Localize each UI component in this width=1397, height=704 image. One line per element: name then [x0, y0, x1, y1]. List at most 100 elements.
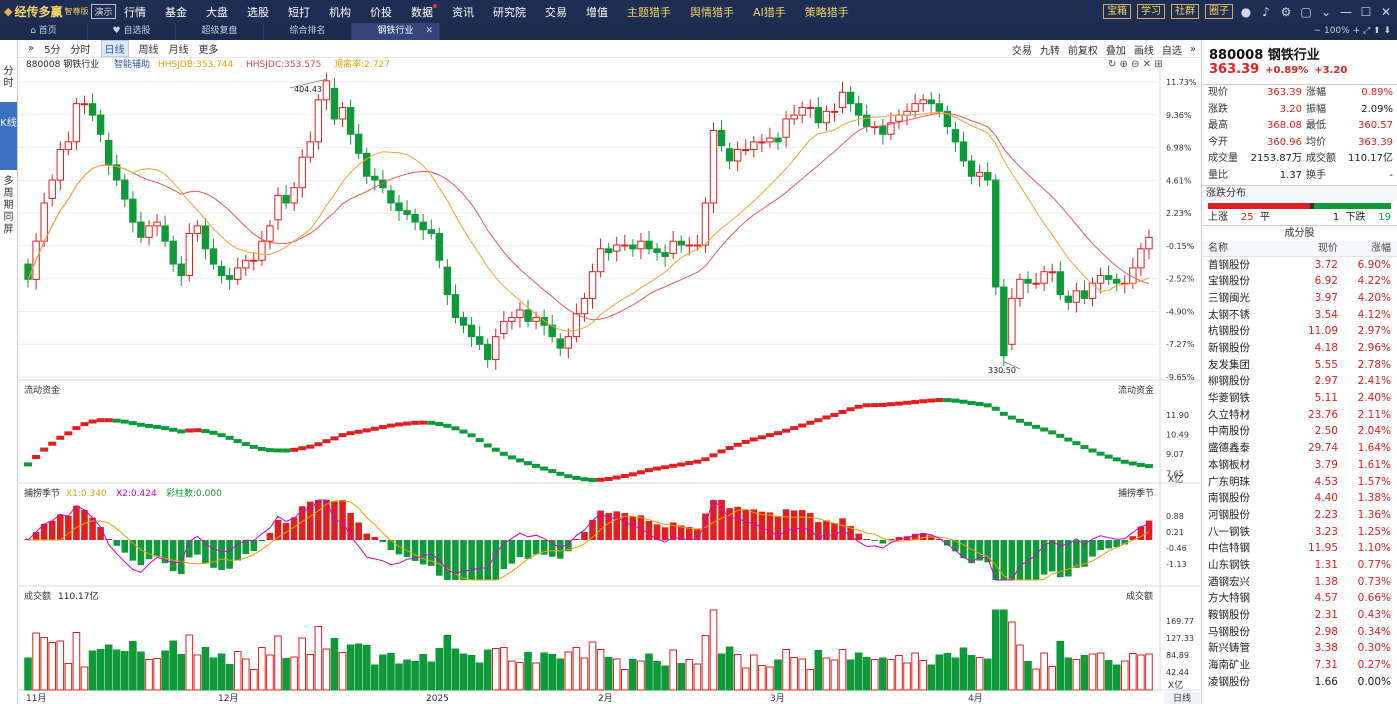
constituent-row[interactable]: 本钢板材 3.79 1.61% [1202, 457, 1397, 474]
period-5min[interactable]: 5分 [44, 45, 61, 56]
zoom-control[interactable]: − 100% + ⤢ ⬆ ⬇ [1313, 26, 1391, 36]
overlay-dropdown[interactable]: 叠加 [1105, 45, 1126, 57]
constituent-row[interactable]: 方大特钢 4.57 0.66% [1202, 590, 1397, 607]
menu-item-dapan[interactable]: 大盘 [206, 5, 228, 19]
menu-item-jijin[interactable]: 基金 [165, 5, 187, 19]
user-icon[interactable]: ● [1240, 4, 1252, 19]
menu-item-xuangu[interactable]: 选股 [247, 5, 269, 19]
collapse-panel-icon[interactable]: » [1189, 43, 1196, 55]
tab-watchlist[interactable]: ♥ 自选股 [88, 23, 176, 40]
constituent-row[interactable]: 中信特钢 11.95 1.10% [1202, 540, 1397, 557]
constituent-row[interactable]: 柳钢股份 2.97 2.41% [1202, 373, 1397, 390]
constituent-row[interactable]: 河钢股份 2.23 1.36% [1202, 507, 1397, 524]
constituent-row[interactable]: 华菱钢铁 5.11 2.40% [1202, 390, 1397, 407]
app-logo[interactable]: ◆ 经传多赢 智尊版 演示 [0, 3, 124, 20]
candle-body [854, 103, 863, 116]
candle-body [1145, 236, 1153, 250]
jiuzhuan-button[interactable]: 九转 [1039, 45, 1060, 57]
chart-tools-icons[interactable]: ↻ ⊕ ⊖ ✕ ⊞ [1108, 59, 1163, 70]
liquidity-step [459, 429, 468, 434]
view-kline[interactable]: K线 [0, 102, 17, 170]
stock-name: 华菱钢铁 [1208, 392, 1250, 405]
expand-icon[interactable]: » [28, 43, 35, 54]
menu-item-duanda[interactable]: 短打 [288, 5, 310, 19]
menu-item-zengzhi[interactable]: 增值 [586, 5, 608, 19]
tab-home[interactable]: ⌂ 首页 [0, 23, 88, 40]
settings-gear-icon[interactable]: ⚙ [1280, 4, 1292, 19]
menu-item-strategy-hunter[interactable]: 策略猎手 [804, 5, 849, 19]
adjust-dropdown[interactable]: 前复权 [1067, 45, 1098, 57]
menu-item-zixun[interactable]: 资讯 [452, 5, 474, 19]
learn-button[interactable]: 学习 [1137, 4, 1165, 19]
constituent-row[interactable]: 八一钢铁 3.23 1.25% [1202, 524, 1397, 541]
col-change[interactable]: 涨幅 [1371, 242, 1391, 254]
menu-item-theme-hunter[interactable]: 主题猎手 [627, 5, 671, 19]
sub3-right-title: 成交额 [1126, 590, 1153, 602]
add-watchlist-button[interactable]: 自选 [1161, 45, 1182, 57]
constituent-row[interactable]: 首钢股份 3.72 6.90% [1202, 257, 1397, 274]
close-icon[interactable]: ✕ [1380, 4, 1392, 19]
menu-item-jiatou[interactable]: 价投 [370, 5, 392, 19]
menu-item-ai-hunter[interactable]: AI猎手 [753, 5, 786, 19]
bell-icon[interactable]: ♪ [1262, 4, 1270, 19]
price-axis-label: 9.36% [1166, 111, 1192, 120]
heart-icon: ♥ [112, 26, 124, 36]
maximize-icon[interactable]: ☐ [1360, 4, 1372, 19]
col-name[interactable]: 名称 [1208, 242, 1228, 254]
constituent-row[interactable]: 新兴铸管 3.38 0.30% [1202, 640, 1397, 657]
smart-assist-toggle[interactable]: 智能辅助 [114, 58, 150, 70]
col-price[interactable]: 现价 [1318, 242, 1338, 254]
tab-steel-industry[interactable]: 钢铁行业 ✕ [352, 23, 440, 40]
constituent-row[interactable]: 海南矿业 7.31 0.27% [1202, 657, 1397, 674]
constituent-row[interactable]: 友发集团 5.55 2.78% [1202, 357, 1397, 374]
constituent-row[interactable]: 南钢股份 4.40 1.38% [1202, 490, 1397, 507]
menu-item-jigou[interactable]: 机构 [329, 5, 351, 19]
constituent-row[interactable]: 山东钢铁 1.31 0.77% [1202, 557, 1397, 574]
minimize-icon[interactable]: — [1340, 4, 1352, 19]
constituent-row[interactable]: 鞍钢股份 2.31 0.43% [1202, 607, 1397, 624]
menu-item-jiaoyi[interactable]: 交易 [545, 5, 567, 19]
trade-dropdown[interactable]: 交易 [1011, 45, 1032, 57]
kline-chart-area[interactable]: 11.73% 9.36% 6.98% 4.61% 2.23% -0.15% -2.52% -4… [18, 40, 1200, 704]
menu-item-yanjiuyuan[interactable]: 研究院 [493, 5, 526, 19]
draw-button[interactable]: 画线 [1133, 45, 1154, 57]
period-more[interactable]: 更多 [198, 45, 219, 56]
constituent-row[interactable]: 盛德鑫泰 29.74 1.64% [1202, 440, 1397, 457]
turnover-bar [40, 637, 48, 691]
menu-item-shuju[interactable]: 数据 [411, 3, 437, 19]
view-fenshi[interactable]: 分时 [3, 66, 14, 89]
menu-item-sentiment-hunter[interactable]: 舆情猎手 [690, 5, 734, 19]
constituent-row[interactable]: 久立特材 23.76 2.11% [1202, 407, 1397, 424]
community-button[interactable]: 社群 [1171, 4, 1199, 19]
constituent-row[interactable]: 中南股份 2.50 2.04% [1202, 423, 1397, 440]
tab-review[interactable]: 超级复盘 [176, 23, 264, 40]
constituent-row[interactable]: 凌钢股份 1.66 0.00% [1202, 674, 1397, 691]
chevron-down-icon[interactable]: ⌄ [1320, 4, 1332, 19]
tab-close-icon[interactable]: ✕ [425, 26, 433, 36]
period-daily[interactable]: 日线 [100, 40, 129, 57]
period-weekly[interactable]: 周线 [138, 45, 159, 56]
stock-name: 杭钢股份 [1208, 325, 1250, 338]
window-icon[interactable]: ▢ [1300, 4, 1312, 19]
turnover-bar [403, 659, 411, 691]
fishing-bar [573, 539, 580, 540]
constituent-row[interactable]: 三钢闽光 3.97 4.20% [1202, 290, 1397, 307]
treasure-button[interactable]: 宝箱 [1103, 4, 1131, 19]
candle-body [459, 317, 468, 326]
view-multi-period[interactable]: 多周期同屏 [3, 176, 14, 235]
constituent-row[interactable]: 新钢股份 4.18 2.96% [1202, 340, 1397, 357]
period-intraday[interactable]: 分时 [70, 45, 91, 56]
constituent-row[interactable]: 太钢不锈 3.54 4.12% [1202, 307, 1397, 324]
constituent-row[interactable]: 马钢股份 2.98 0.34% [1202, 624, 1397, 641]
constituent-row[interactable]: 酒钢宏兴 1.38 0.73% [1202, 574, 1397, 591]
period-monthly[interactable]: 月线 [168, 45, 189, 56]
fishing-bar [806, 513, 814, 540]
constituent-row[interactable]: 宝钢股份 6.92 4.22% [1202, 273, 1397, 290]
menu-item-hangqing[interactable]: 行情 [124, 5, 146, 19]
fishing-bar [815, 522, 822, 540]
tab-ranking[interactable]: 综合排名 [264, 23, 352, 40]
fishing-bar [823, 520, 830, 540]
circle-button[interactable]: 圈子 [1205, 4, 1233, 19]
constituent-row[interactable]: 杭钢股份 11.09 2.97% [1202, 323, 1397, 340]
constituent-row[interactable]: 广东明珠 4.53 1.57% [1202, 474, 1397, 491]
